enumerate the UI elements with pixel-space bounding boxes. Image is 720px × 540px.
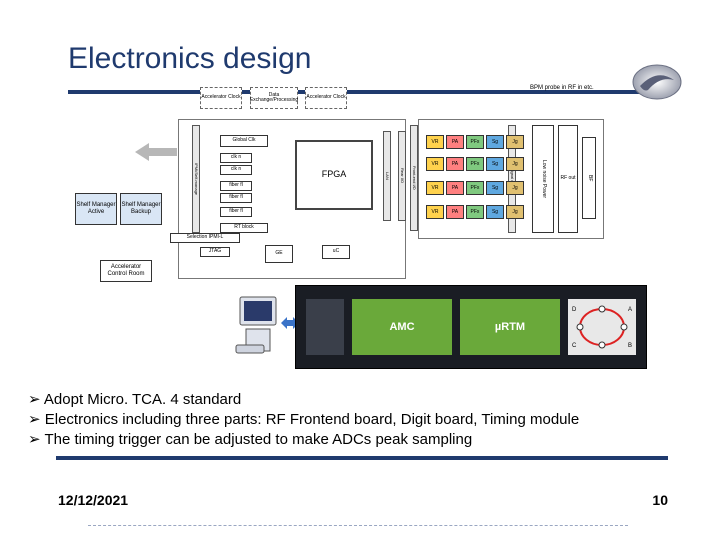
ch-cell: PA: [446, 157, 464, 171]
computer-icon: [234, 295, 282, 355]
ch-cell: Sg: [486, 181, 504, 195]
ring-icon: A B C D: [568, 299, 636, 355]
ring-diagram: A B C D: [568, 299, 636, 355]
arrow-left-icon: [135, 143, 177, 161]
selector-box: Selection IPMI-L: [170, 233, 240, 243]
bullets-underline: [56, 456, 668, 460]
channel-row-1: VR PA PFx Sg Jg: [426, 135, 524, 149]
left-small-6: RT block: [220, 223, 268, 233]
ch-cell: PFx: [466, 181, 484, 195]
svg-text:C: C: [572, 343, 577, 349]
svg-text:B: B: [628, 343, 632, 349]
vbar-ipmi: IPMI/Self-manage: [192, 125, 200, 233]
footer-date: 12/12/2021: [58, 492, 128, 508]
channel-row-3: VR PA PFx Sg Jg: [426, 181, 524, 195]
fpga-block: FPGA: [295, 140, 373, 210]
bullet-item: The timing trigger can be adjusted to ma…: [28, 430, 692, 448]
ch-cell: VR: [426, 157, 444, 171]
ch-cell: PFx: [466, 157, 484, 171]
jtag-box: JTAG: [200, 247, 230, 257]
left-small-2: clk n: [220, 165, 252, 175]
left-small-1: clk n: [220, 153, 252, 163]
right-box-rfout: RF out: [558, 125, 578, 233]
vbar-rear: Rear I/O: [398, 131, 406, 221]
vbar-lan: LAN: [383, 131, 391, 221]
block-diagram: Accelerator Clock Data Exchange/Processi…: [70, 85, 650, 365]
amc-card: AMC: [352, 299, 452, 355]
channel-row-2: VR PA PFx Sg Jg: [426, 157, 524, 171]
ch-cell: Jg: [506, 181, 524, 195]
ch-cell: Jg: [506, 157, 524, 171]
ch-cell: PA: [446, 181, 464, 195]
footer-dashed-line: [88, 525, 628, 526]
shelf-manager-backup: Shelf Manager Backup: [120, 193, 162, 225]
ch-cell: PA: [446, 135, 464, 149]
hardware-photo-panel: AMC µRTM A B C D: [295, 285, 647, 369]
channel-row-4: VR PA PFx Sg Jg: [426, 205, 524, 219]
ch-cell: VR: [426, 135, 444, 149]
bullet-item: Electronics including three parts: RF Fr…: [28, 410, 692, 428]
bottom-box-b: uC: [322, 245, 350, 259]
ch-cell: Sg: [486, 205, 504, 219]
hdr-box-c: Accelerator Clock: [305, 87, 347, 109]
svg-text:A: A: [628, 307, 632, 313]
bullet-list: Adopt Micro. TCA. 4 standard Electronics…: [28, 390, 692, 450]
ch-cell: VR: [426, 205, 444, 219]
svg-text:D: D: [572, 307, 577, 313]
ch-cell: Sg: [486, 157, 504, 171]
control-room-box: Accelerator Control Room: [100, 260, 152, 282]
left-small-0: Global Clk: [220, 135, 268, 147]
shelf-manager-active: Shelf Manager Active: [75, 193, 117, 225]
left-small-4: fiber fl: [220, 193, 252, 203]
right-header-label: BPM probe in RF in etc.: [530, 85, 594, 91]
bottom-box-a: GE: [265, 245, 293, 263]
hdr-box-b: Data Exchange/Processing: [250, 87, 298, 109]
hdr-box-a: Accelerator Clock: [200, 87, 242, 109]
ch-cell: Sg: [486, 135, 504, 149]
urtm-card: µRTM: [460, 299, 560, 355]
ch-cell: Jg: [506, 205, 524, 219]
ch-cell: PFx: [466, 205, 484, 219]
ch-cell: Jg: [506, 135, 524, 149]
footer-page-number: 10: [652, 492, 668, 508]
left-small-5: fiber fl: [220, 207, 252, 217]
vbar-front: Front-end I/O: [410, 125, 418, 231]
blank-slot: [306, 299, 344, 355]
ch-cell: VR: [426, 181, 444, 195]
right-box-bf: BF: [582, 137, 596, 219]
page-title: Electronics design: [68, 42, 311, 76]
ch-cell: PFx: [466, 135, 484, 149]
right-box-power: Low noise Power: [532, 125, 554, 233]
left-small-3: fiber fl: [220, 181, 252, 191]
bullet-item: Adopt Micro. TCA. 4 standard: [28, 390, 692, 408]
ch-cell: PA: [446, 205, 464, 219]
